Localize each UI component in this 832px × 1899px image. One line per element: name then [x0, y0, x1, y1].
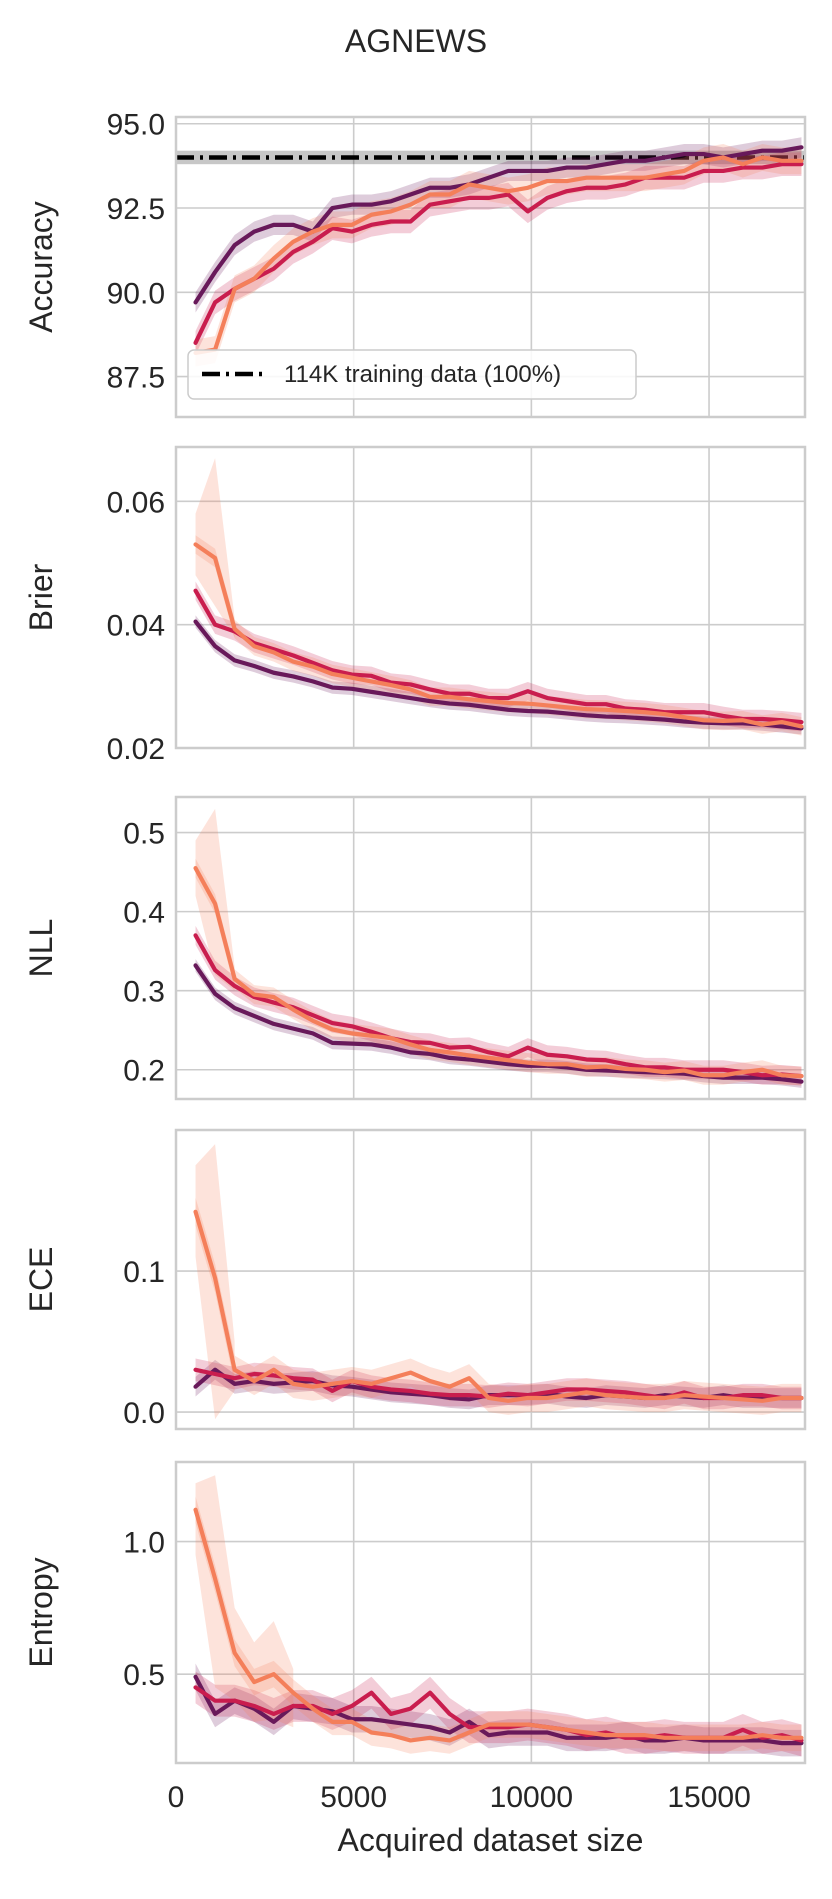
series-line-orange — [193, 542, 804, 729]
axes-frame — [174, 795, 807, 1101]
series-line-orange — [193, 1507, 804, 1743]
y-tick-label: 0.2 — [123, 1055, 165, 1088]
band-crimson — [195, 152, 802, 355]
band-orange — [195, 1496, 802, 1754]
series-line-dark — [193, 619, 804, 731]
y-tick-label: 0.3 — [123, 976, 165, 1009]
y-tick-label: 0.06 — [107, 486, 165, 519]
band-extra-orange — [195, 1475, 294, 1728]
y-tick-label: 0.0 — [123, 1397, 165, 1430]
series-line-orange — [193, 1209, 804, 1403]
x-tick-label: 5000 — [320, 1781, 387, 1814]
y-tick-label: 87.5 — [107, 362, 165, 395]
y-tick-label: 0.02 — [107, 733, 165, 766]
y-tick-label: 90.0 — [107, 277, 165, 310]
figure-title: AGNEWS — [345, 23, 487, 59]
y-axis-label: NLL — [23, 919, 59, 978]
legend-label: 114K training data (100%) — [284, 361, 561, 388]
y-tick-label: 0.5 — [123, 818, 165, 851]
band-orange — [195, 1197, 802, 1415]
y-tick-label: 95.0 — [107, 109, 165, 142]
legend-box — [187, 349, 637, 400]
y-tick-label: 0.4 — [123, 897, 165, 930]
y-tick-label: 0.5 — [123, 1659, 165, 1692]
axes-frame — [174, 1128, 807, 1431]
y-tick-label: 1.0 — [123, 1527, 165, 1560]
band-orange — [195, 858, 802, 1086]
plot-area — [176, 137, 805, 367]
y-axis-label: Brier — [23, 563, 59, 631]
x-tick-label: 15000 — [667, 1781, 750, 1814]
x-axis-label: Acquired dataset size — [338, 1822, 644, 1858]
axes-frame — [174, 115, 807, 419]
y-axis-label: Entropy — [23, 1557, 59, 1667]
y-axis-label: Accuracy — [23, 201, 59, 333]
y-tick-label: 0.1 — [123, 1256, 165, 1289]
panel-entropy: 0.5 1.0 0 5000 10000 15000 Entropy Acquired dat… — [23, 1460, 807, 1858]
panel-brier: 0.02 0.04 0.06 Brier — [23, 445, 807, 766]
y-tick-label: 0.04 — [107, 610, 165, 643]
series-line-dark — [193, 145, 804, 305]
axes-frame — [174, 445, 807, 750]
series-line-orange — [193, 155, 804, 356]
panel-accuracy: 87.5 90.0 92.5 95.0 Accuracy 114K training da… — [23, 109, 807, 419]
series-line-crimson — [193, 588, 804, 725]
plot-area — [193, 1475, 804, 1757]
plot-area — [193, 808, 804, 1088]
y-axis-label: ECE — [23, 1247, 59, 1313]
x-tick-label: 0 — [168, 1781, 185, 1814]
series-line-crimson — [193, 162, 804, 345]
band-orange — [195, 535, 802, 736]
plot-area — [193, 458, 804, 736]
panel-ece: 0.0 0.1 ECE — [23, 1128, 807, 1431]
x-tick-label: 10000 — [490, 1781, 573, 1814]
series-line-orange — [193, 866, 804, 1079]
axes-frame — [174, 1460, 807, 1765]
series-line-crimson — [193, 933, 804, 1079]
panels: 87.5 90.0 92.5 95.0 Accuracy 114K training da… — [23, 109, 807, 1858]
plot-area — [193, 1144, 804, 1420]
panel-nll: 0.2 0.3 0.4 0.5 NLL — [23, 795, 807, 1101]
legend: 114K training data (100%) — [187, 349, 637, 400]
band-dark — [195, 1663, 802, 1757]
y-tick-label: 92.5 — [107, 193, 165, 226]
grid — [175, 1462, 805, 1763]
